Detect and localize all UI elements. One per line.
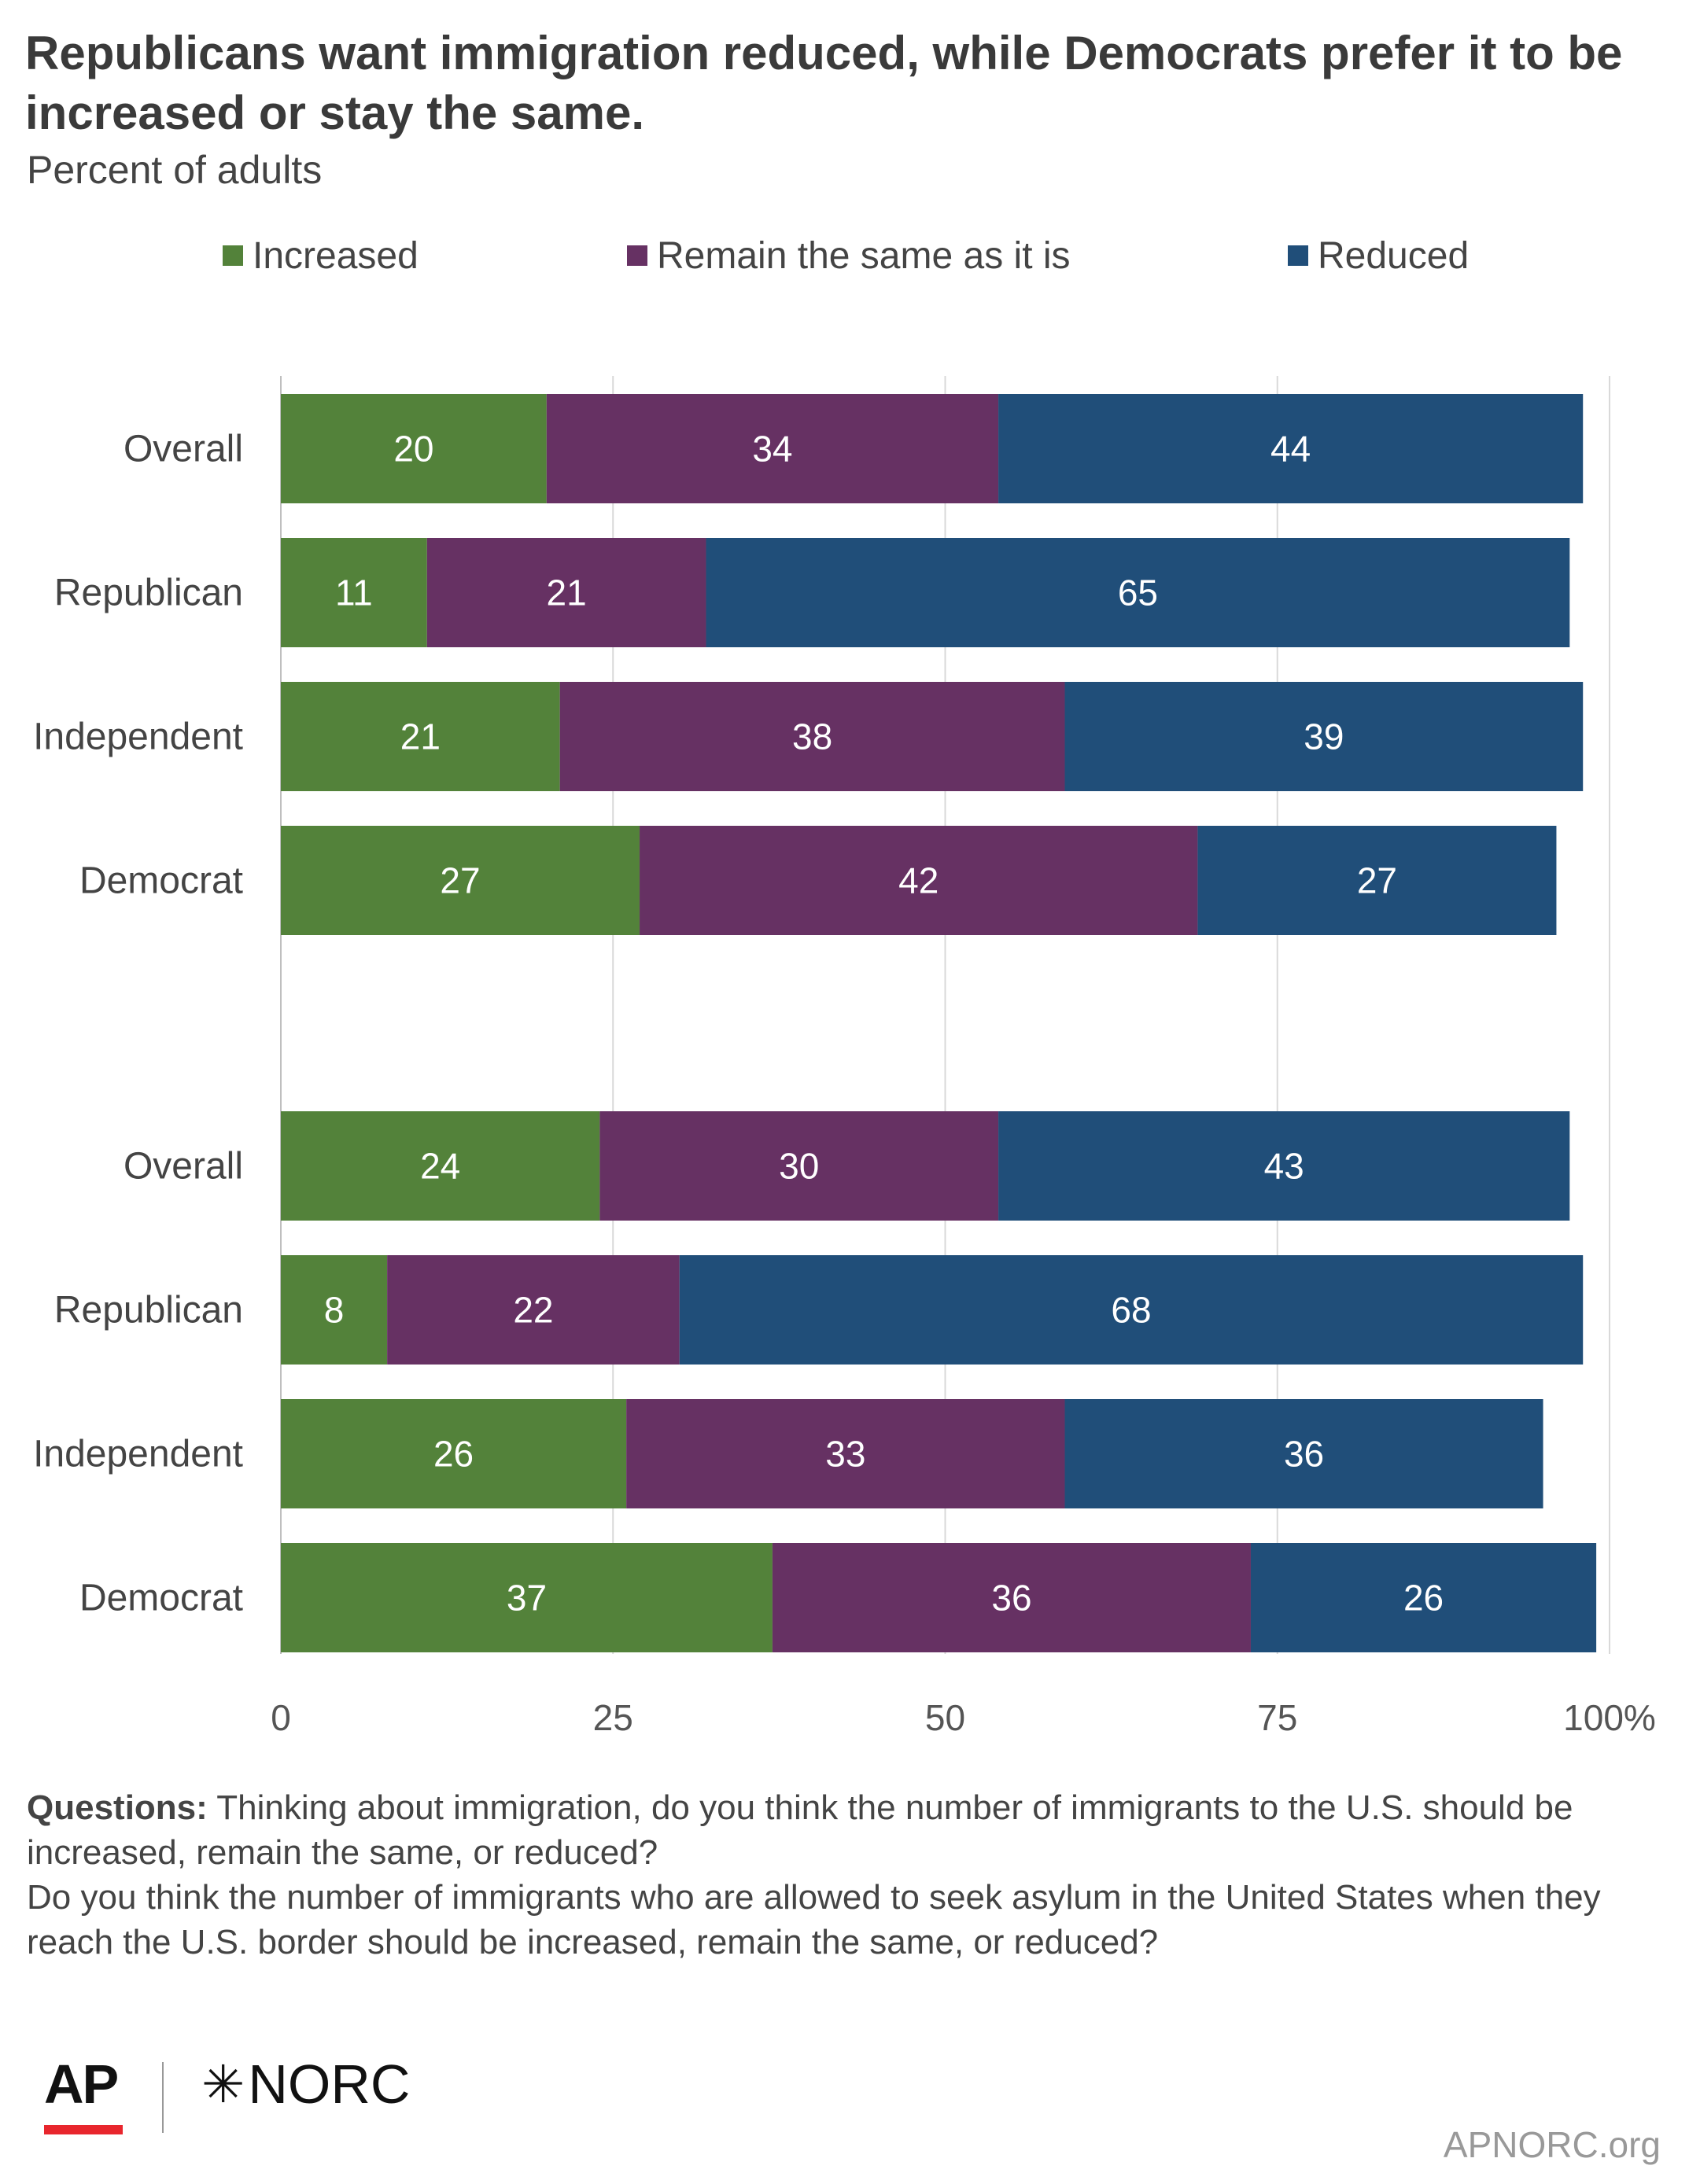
bar-segment bbox=[599, 1111, 999, 1221]
data-label: 24 bbox=[420, 1146, 460, 1187]
norc-star-icon: ✳ bbox=[201, 2055, 245, 2113]
bar-segment bbox=[546, 394, 999, 503]
bar-segment bbox=[626, 1399, 1065, 1508]
data-label: 42 bbox=[898, 860, 939, 901]
bar-segment bbox=[679, 1255, 1584, 1365]
data-label: 27 bbox=[440, 860, 480, 901]
data-label: 36 bbox=[1284, 1434, 1324, 1475]
data-label: 65 bbox=[1118, 573, 1158, 613]
bar-segment bbox=[281, 1111, 600, 1221]
row-label: Republican bbox=[54, 573, 243, 614]
data-label: 44 bbox=[1270, 429, 1311, 470]
bar-segment bbox=[1250, 1543, 1597, 1652]
x-tick-label: 50 bbox=[925, 1697, 965, 1738]
question-2-text: Do you think the number of immigrants wh… bbox=[27, 1878, 1601, 1961]
legend-item-reduced: Reduced bbox=[1288, 228, 1469, 283]
bar-segment bbox=[640, 826, 1198, 935]
bar-segment bbox=[281, 1399, 627, 1508]
data-label: 21 bbox=[547, 573, 587, 613]
x-tick-label: 25 bbox=[593, 1697, 633, 1738]
legend-swatch-increased bbox=[223, 245, 243, 266]
bar-segment bbox=[1064, 682, 1584, 791]
row-label: Overall bbox=[124, 429, 243, 470]
legend-label-remain-same: Remain the same as it is bbox=[657, 234, 1071, 277]
bar-segment bbox=[281, 538, 427, 647]
data-label: 11 bbox=[335, 573, 373, 613]
row-label: Independent bbox=[33, 1434, 243, 1475]
legend-label-reduced: Reduced bbox=[1318, 234, 1470, 277]
legend: Increased Remain the same as it is Reduc… bbox=[0, 228, 1689, 283]
legend-swatch-remain-same bbox=[627, 245, 647, 266]
data-label: 22 bbox=[513, 1290, 553, 1331]
bar-segment bbox=[281, 394, 547, 503]
row-label: Overall bbox=[124, 1146, 243, 1188]
question-1-text: Thinking about immigration, do you think… bbox=[27, 1788, 1573, 1872]
data-label: 68 bbox=[1111, 1290, 1151, 1331]
bar-segment bbox=[1197, 826, 1557, 935]
bar-segment bbox=[559, 682, 1065, 791]
data-label: 30 bbox=[779, 1146, 819, 1187]
data-label: 39 bbox=[1304, 716, 1344, 757]
norc-logo-text: NORC bbox=[248, 2053, 411, 2115]
bar-segment bbox=[281, 826, 640, 935]
legend-swatch-reduced bbox=[1288, 245, 1308, 266]
legend-item-remain-same: Remain the same as it is bbox=[627, 228, 1071, 283]
ap-logo: AP bbox=[44, 2053, 119, 2115]
bar-segment bbox=[772, 1543, 1251, 1652]
bar-segment bbox=[387, 1255, 680, 1365]
chart-subtitle: Percent of adults bbox=[27, 148, 323, 192]
x-tick-label: 100% bbox=[1563, 1697, 1656, 1738]
data-label: 26 bbox=[433, 1434, 474, 1475]
x-tick-label: 75 bbox=[1257, 1697, 1297, 1738]
x-tick-label: 0 bbox=[271, 1697, 291, 1738]
data-label: 20 bbox=[393, 429, 433, 470]
data-label: 8 bbox=[324, 1290, 345, 1331]
data-label: 21 bbox=[400, 716, 441, 757]
data-label: 43 bbox=[1264, 1146, 1304, 1187]
bar-segment bbox=[281, 1255, 388, 1365]
row-label: Democrat bbox=[79, 860, 243, 902]
logos: AP ✳ NORC bbox=[44, 2053, 516, 2139]
questions-note: Questions: Thinking about immigration, d… bbox=[27, 1785, 1663, 1965]
norc-logo: ✳ NORC bbox=[201, 2053, 410, 2116]
data-label: 33 bbox=[825, 1434, 865, 1475]
data-label: 37 bbox=[507, 1578, 547, 1619]
row-label: Democrat bbox=[79, 1578, 243, 1619]
bar-segment bbox=[281, 1543, 773, 1652]
logo-divider bbox=[162, 2062, 164, 2133]
data-label: 27 bbox=[1357, 860, 1397, 901]
bar-segment bbox=[1064, 1399, 1543, 1508]
chart-title: Republicans want immigration reduced, wh… bbox=[25, 27, 1623, 139]
legend-label-increased: Increased bbox=[253, 234, 419, 277]
legend-item-increased: Increased bbox=[223, 228, 419, 283]
bar-segment bbox=[426, 538, 706, 647]
row-label: Independent bbox=[33, 716, 243, 758]
ap-logo-underline bbox=[44, 2125, 123, 2134]
bar-segment bbox=[281, 682, 560, 791]
data-label: 38 bbox=[792, 716, 832, 757]
bar-segment bbox=[706, 538, 1570, 647]
data-label: 26 bbox=[1403, 1578, 1444, 1619]
bar-segment bbox=[998, 394, 1584, 503]
data-label: 34 bbox=[752, 429, 792, 470]
row-label: Republican bbox=[54, 1290, 243, 1331]
questions-label: Questions: bbox=[27, 1788, 208, 1827]
data-label: 36 bbox=[991, 1578, 1031, 1619]
bar-segment bbox=[998, 1111, 1570, 1221]
site-url: APNORC.org bbox=[1443, 2124, 1661, 2165]
